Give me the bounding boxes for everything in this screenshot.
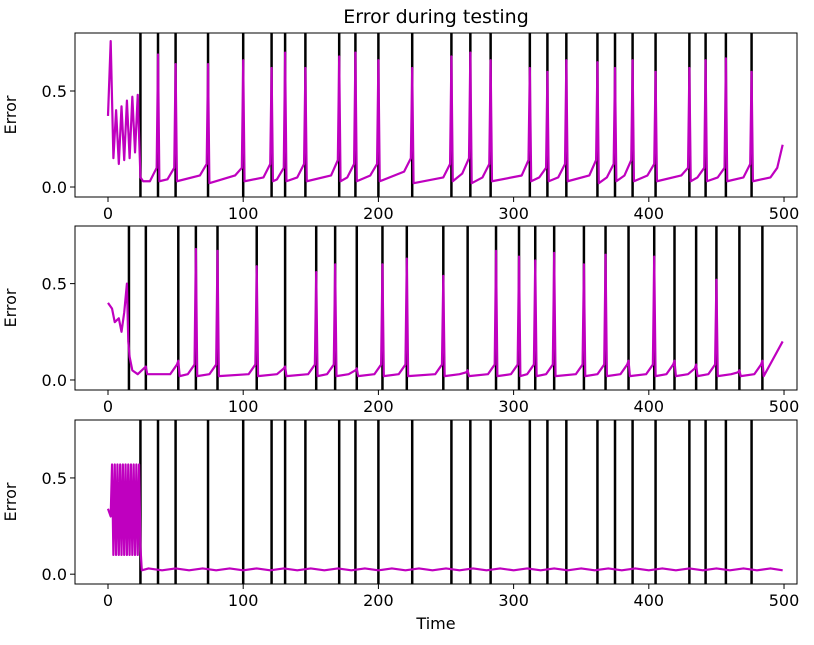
data-line (106, 39, 784, 185)
x-tick-label: 300 (498, 591, 529, 610)
y-axis-label: Error (1, 95, 20, 134)
x-tick-label: 400 (634, 397, 665, 416)
x-tick-label: 500 (769, 397, 800, 416)
x-tick-label: 500 (769, 204, 800, 223)
x-tick-label: 0 (103, 591, 113, 610)
x-tick-label: 0 (103, 397, 113, 416)
x-tick-label: 100 (228, 591, 259, 610)
data-line (107, 247, 784, 378)
axes-frame (74, 32, 798, 198)
x-tick-label: 200 (363, 591, 394, 610)
data-line (106, 463, 783, 572)
y-axis-label: Error (1, 482, 20, 521)
x-tick-label: 400 (634, 204, 665, 223)
x-tick-label: 300 (498, 204, 529, 223)
y-tick-label: 0.5 (42, 275, 67, 294)
y-tick-label: 0.5 (42, 469, 67, 488)
x-tick-label: 100 (228, 397, 259, 416)
x-tick-label: 0 (103, 204, 113, 223)
y-axis-label: Error (1, 288, 20, 327)
x-tick-label: 400 (634, 591, 665, 610)
x-tick-label: 200 (363, 397, 394, 416)
y-tick-label: 0.0 (42, 371, 67, 390)
chart-title: Error during testing (343, 6, 529, 28)
y-tick-label: 0.0 (42, 178, 67, 197)
axes-frame (74, 225, 798, 391)
y-tick-label: 0.5 (42, 82, 67, 101)
x-tick-label: 500 (769, 591, 800, 610)
x-tick-label: 100 (228, 204, 259, 223)
axes-frame (74, 419, 798, 585)
x-tick-label: 200 (363, 204, 394, 223)
x-tick-label: 300 (498, 397, 529, 416)
x-axis-label: Time (415, 614, 455, 633)
y-tick-label: 0.0 (42, 565, 67, 584)
